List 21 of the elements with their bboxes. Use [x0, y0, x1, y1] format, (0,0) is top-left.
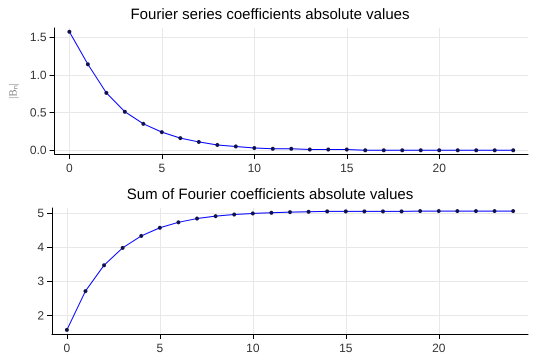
- y-tick-label: 1.5: [30, 30, 47, 44]
- y-tick-label: 1.0: [30, 68, 47, 82]
- y-tick-label: 3: [37, 274, 44, 288]
- y-tick-label: 0.5: [30, 106, 47, 120]
- x-tick-label: 20: [432, 341, 446, 355]
- x-tick-label: 10: [248, 161, 262, 175]
- x-tick-label: 0: [64, 341, 71, 355]
- x-tick-label: 20: [432, 161, 446, 175]
- y-tick-label: 4: [37, 240, 44, 254]
- y-tick-label: 2: [37, 308, 44, 322]
- x-tick-label: 5: [156, 341, 164, 355]
- x-tick-label: 10: [246, 341, 260, 355]
- x-tick-label: 0: [66, 161, 74, 175]
- x-tick-label: 15: [340, 161, 354, 175]
- y-tick-label: 5: [37, 206, 44, 220]
- chart-title: Sum of Fourier coefficients absolute values: [126, 186, 414, 203]
- x-tick-label: 15: [339, 341, 353, 355]
- chart-title: Fourier series coefficients absolute values: [130, 6, 410, 23]
- y-tick-label: 0.0: [30, 143, 47, 158]
- y-axis-title: |Bₙ|: [8, 83, 20, 99]
- x-tick-label: 5: [158, 161, 166, 175]
